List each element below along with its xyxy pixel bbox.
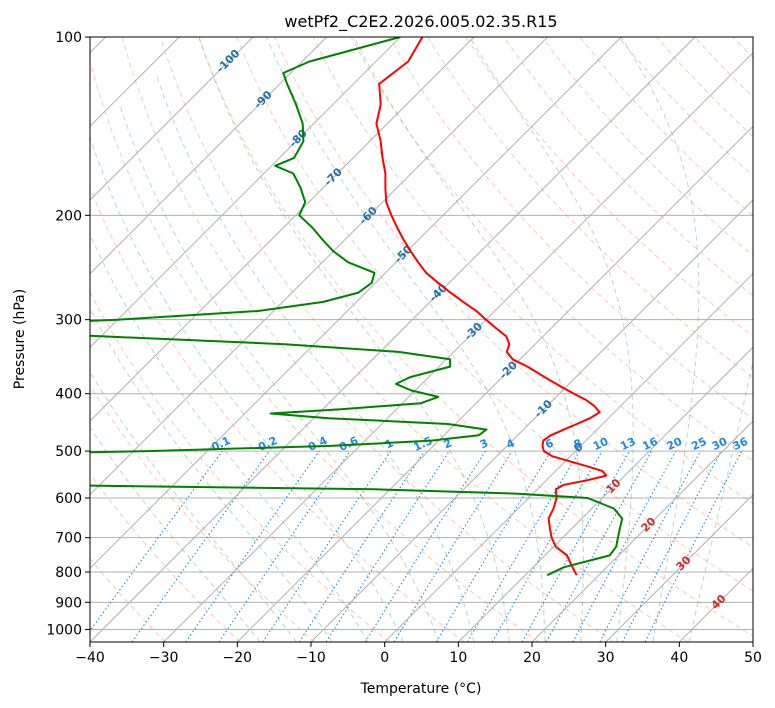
dry-adiabat-line [236,37,753,592]
dry-adiabat-line [312,37,753,505]
y-tick-label: 300 [55,313,82,329]
y-tick-label: 500 [55,444,82,460]
mixing-ratio-line [545,450,653,642]
isotherm-line [457,346,753,642]
y-tick-label: 700 [55,531,82,547]
x-tick-label: −40 [75,650,105,666]
y-tick-label: 100 [55,30,82,46]
x-tick-label: −30 [149,650,179,666]
moist-adiabat-line [266,37,546,642]
mixing-ratio-line [572,450,677,642]
x-tick-label: 0 [380,650,389,666]
mixing-ratio-line [90,450,223,632]
mixing-ratio-line [325,450,450,642]
skewed-isotherms [90,37,753,642]
grid-lines [90,37,753,630]
isotherm-line [90,37,622,570]
mixing-ratio-line [393,450,513,642]
isotherm-line [236,125,753,642]
isotherm-line [90,37,696,642]
dry-adiabat-line [159,37,689,642]
x-tick-label: 20 [523,650,541,666]
dry-adiabat-line [465,37,753,338]
plot-frame [89,36,754,643]
x-tick-label: 50 [744,650,762,666]
moist-adiabat-line [90,370,297,642]
dry-adiabat-line [274,37,753,548]
x-tick-label: 10 [449,650,467,666]
isotherm-line [310,199,753,642]
isotherm-line [531,420,753,642]
dry-adiabat-line [350,37,753,462]
y-tick-label: 1000 [46,622,82,638]
dry-adiabat-line [90,186,465,642]
dry-adiabat-line [90,59,540,642]
x-tick-label: 30 [597,650,615,666]
mixing-ratio-line [218,450,351,642]
moist-adiabat-line [353,37,584,642]
x-tick-label: −10 [296,650,326,666]
dewpoint-profile-line [90,37,624,577]
isotherm-line [605,493,753,642]
mixing-ratio-line [644,450,743,642]
mixing-ratio-label: 25 [689,435,708,453]
dry-adiabat-line [121,37,614,642]
dry-adiabat-line [90,557,166,642]
mixing-ratio-line [185,450,320,642]
y-tick-label: 900 [55,595,82,611]
mixing-ratio-line [131,450,270,642]
y-axis-label: Pressure (hPa) [12,289,28,389]
isotherm-line [384,272,753,642]
y-tick-label: 400 [55,387,82,403]
mixing-ratio-label: 13 [618,435,637,453]
moist-adiabat-line [90,426,261,642]
isotherm-line [90,37,401,349]
dry-adiabat-line [388,37,753,420]
mixing-ratio-label: 36 [731,435,751,453]
mixing-ratio-label: 10 [591,435,611,453]
x-tick-label: −20 [223,650,253,666]
moist-adiabat-line [620,37,700,642]
temperature-profile-line [375,37,608,576]
y-tick-label: 800 [55,565,82,581]
chart-title: wetPf2_C2E2.2026.005.02.35.R15 [284,12,557,32]
dry-adiabat-line [90,472,241,642]
mixing-ratio-lines [90,450,743,642]
sounding-profiles [90,37,624,577]
moist-adiabat-line [90,232,369,642]
mixing-ratio-line [262,450,392,642]
mixing-ratio-label: 16 [640,435,660,453]
isotherm-line [90,37,549,496]
y-tick-label: 200 [55,208,82,224]
isotherm-line [163,51,753,642]
moist-adiabat-line [119,104,439,642]
isotherm-line [90,37,254,201]
isotherm-line [90,37,328,275]
mixing-ratio-line [298,450,425,642]
plot-area: -100-90-80-70-60-50-40-30-20-10010203040… [90,37,753,642]
mixing-ratio-label: 30 [710,435,730,453]
dry-adiabat-line [503,37,753,297]
x-axis: −40 −30 −20 −10 0 10 20 30 40 50 [75,642,762,666]
x-axis-label: Temperature (°C) [360,681,482,697]
y-tick-label: 600 [55,491,82,507]
mixing-ratio-label: 20 [665,435,685,453]
x-tick-label: 40 [670,650,688,666]
y-axis: 100 200 300 400 500 600 700 800 900 1000 [46,30,90,638]
mixing-ratio-line [521,450,630,642]
